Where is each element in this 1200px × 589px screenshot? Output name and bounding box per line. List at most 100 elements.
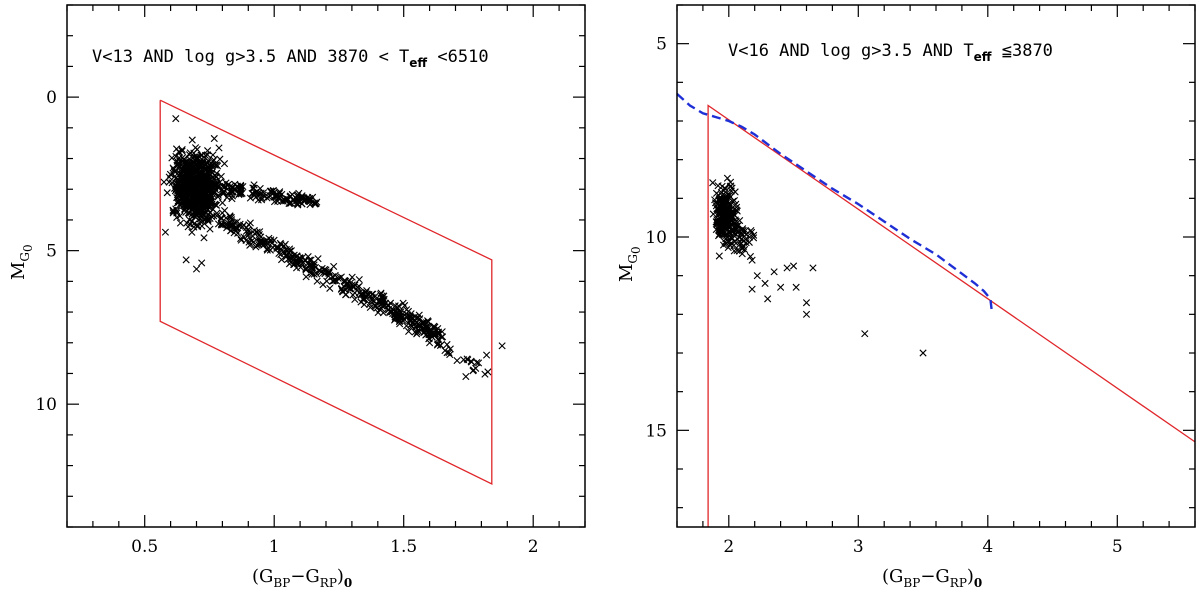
x-tick-label: 2 bbox=[723, 537, 734, 557]
data-point bbox=[395, 312, 403, 320]
data-point bbox=[413, 328, 421, 336]
data-point bbox=[286, 192, 295, 200]
data-point bbox=[317, 268, 325, 276]
data-point bbox=[453, 356, 461, 365]
data-point bbox=[715, 252, 723, 260]
data-point bbox=[314, 255, 322, 263]
data-point bbox=[429, 331, 437, 339]
right-annotation: V<16 AND log g>3.5 AND Teff ≦3870 bbox=[728, 41, 1053, 64]
data-point bbox=[435, 337, 443, 345]
data-point bbox=[172, 205, 180, 213]
y-tick-label: 15 bbox=[645, 421, 667, 441]
data-point bbox=[723, 192, 732, 201]
data-point bbox=[183, 194, 192, 203]
left-ticks bbox=[66, 4, 586, 528]
y-tick-label: 10 bbox=[35, 395, 57, 415]
data-point bbox=[182, 159, 190, 167]
data-point bbox=[380, 302, 388, 310]
data-point bbox=[256, 184, 264, 193]
data-point bbox=[298, 194, 306, 202]
data-point bbox=[187, 179, 196, 187]
data-point bbox=[174, 171, 183, 179]
x-tick-label: 0.5 bbox=[131, 537, 158, 557]
left-annotation-post: <6510 bbox=[427, 47, 488, 67]
data-point bbox=[746, 252, 755, 261]
data-point bbox=[198, 259, 206, 267]
data-point bbox=[188, 228, 196, 236]
left-y-axis-label: MG0 bbox=[8, 244, 35, 280]
data-point bbox=[326, 284, 334, 292]
data-point bbox=[716, 210, 724, 218]
data-point bbox=[227, 222, 235, 230]
data-point bbox=[266, 192, 274, 200]
data-point bbox=[187, 196, 195, 204]
data-point bbox=[792, 283, 800, 291]
data-point bbox=[263, 246, 271, 254]
data-point bbox=[183, 182, 191, 190]
data-point bbox=[190, 223, 198, 231]
right-plot-frame bbox=[676, 4, 1196, 528]
right-annotation-sub: eff bbox=[974, 50, 992, 64]
data-point bbox=[351, 295, 359, 303]
data-point bbox=[783, 264, 791, 272]
left-ylabel-main: M bbox=[8, 262, 29, 280]
data-point bbox=[422, 331, 430, 339]
data-point bbox=[172, 115, 180, 123]
data-point bbox=[919, 349, 927, 357]
data-point bbox=[379, 295, 387, 303]
data-point bbox=[420, 324, 428, 332]
data-point bbox=[340, 283, 348, 291]
data-point bbox=[764, 295, 772, 303]
data-point bbox=[402, 322, 411, 330]
data-point bbox=[802, 299, 811, 307]
data-point bbox=[419, 318, 427, 326]
x-tick-label: 5 bbox=[1112, 537, 1123, 557]
data-point bbox=[731, 219, 739, 227]
data-point bbox=[250, 181, 258, 189]
data-point bbox=[214, 220, 223, 228]
data-point bbox=[193, 188, 201, 197]
data-point bbox=[275, 249, 283, 258]
data-point bbox=[731, 211, 739, 219]
data-point bbox=[437, 333, 446, 341]
data-point bbox=[206, 225, 214, 233]
left-x-axis-label: (GBP−GRP)0 bbox=[252, 566, 352, 589]
right-xlabel-sub1: BP bbox=[903, 576, 920, 589]
data-point bbox=[197, 195, 205, 203]
data-point bbox=[250, 226, 258, 235]
data-point bbox=[210, 180, 218, 188]
left-annotation: V<13 AND log g>3.5 AND 3870 < Teff <6510 bbox=[92, 47, 489, 70]
data-point bbox=[362, 288, 370, 296]
data-point bbox=[740, 237, 748, 245]
data-point bbox=[715, 197, 723, 205]
data-point bbox=[418, 325, 426, 333]
data-point bbox=[257, 233, 265, 241]
right-x-axis-label: (GBP−GRP)0 bbox=[882, 566, 982, 589]
data-point bbox=[161, 228, 170, 236]
data-point bbox=[212, 201, 221, 209]
right-ylabel-sub: G bbox=[626, 254, 640, 264]
data-point bbox=[716, 230, 724, 238]
data-point bbox=[204, 147, 212, 155]
data-point bbox=[236, 188, 245, 196]
data-point bbox=[311, 263, 319, 272]
data-point bbox=[733, 246, 741, 255]
data-point bbox=[183, 188, 192, 196]
data-point bbox=[308, 193, 317, 201]
data-point bbox=[355, 289, 363, 297]
data-point bbox=[809, 264, 817, 272]
data-point bbox=[209, 151, 217, 159]
data-point bbox=[363, 286, 371, 295]
y-tick-label: 10 bbox=[645, 228, 667, 248]
data-point bbox=[234, 184, 242, 192]
data-point bbox=[392, 307, 400, 315]
data-point bbox=[178, 187, 186, 195]
left-annotation-pre: V<13 AND log g>3.5 AND 3870 < T bbox=[92, 47, 409, 67]
data-point bbox=[182, 256, 190, 264]
data-point bbox=[248, 189, 256, 198]
data-point bbox=[372, 302, 380, 311]
data-point bbox=[374, 308, 382, 317]
data-point bbox=[307, 261, 315, 269]
data-point bbox=[191, 144, 200, 152]
